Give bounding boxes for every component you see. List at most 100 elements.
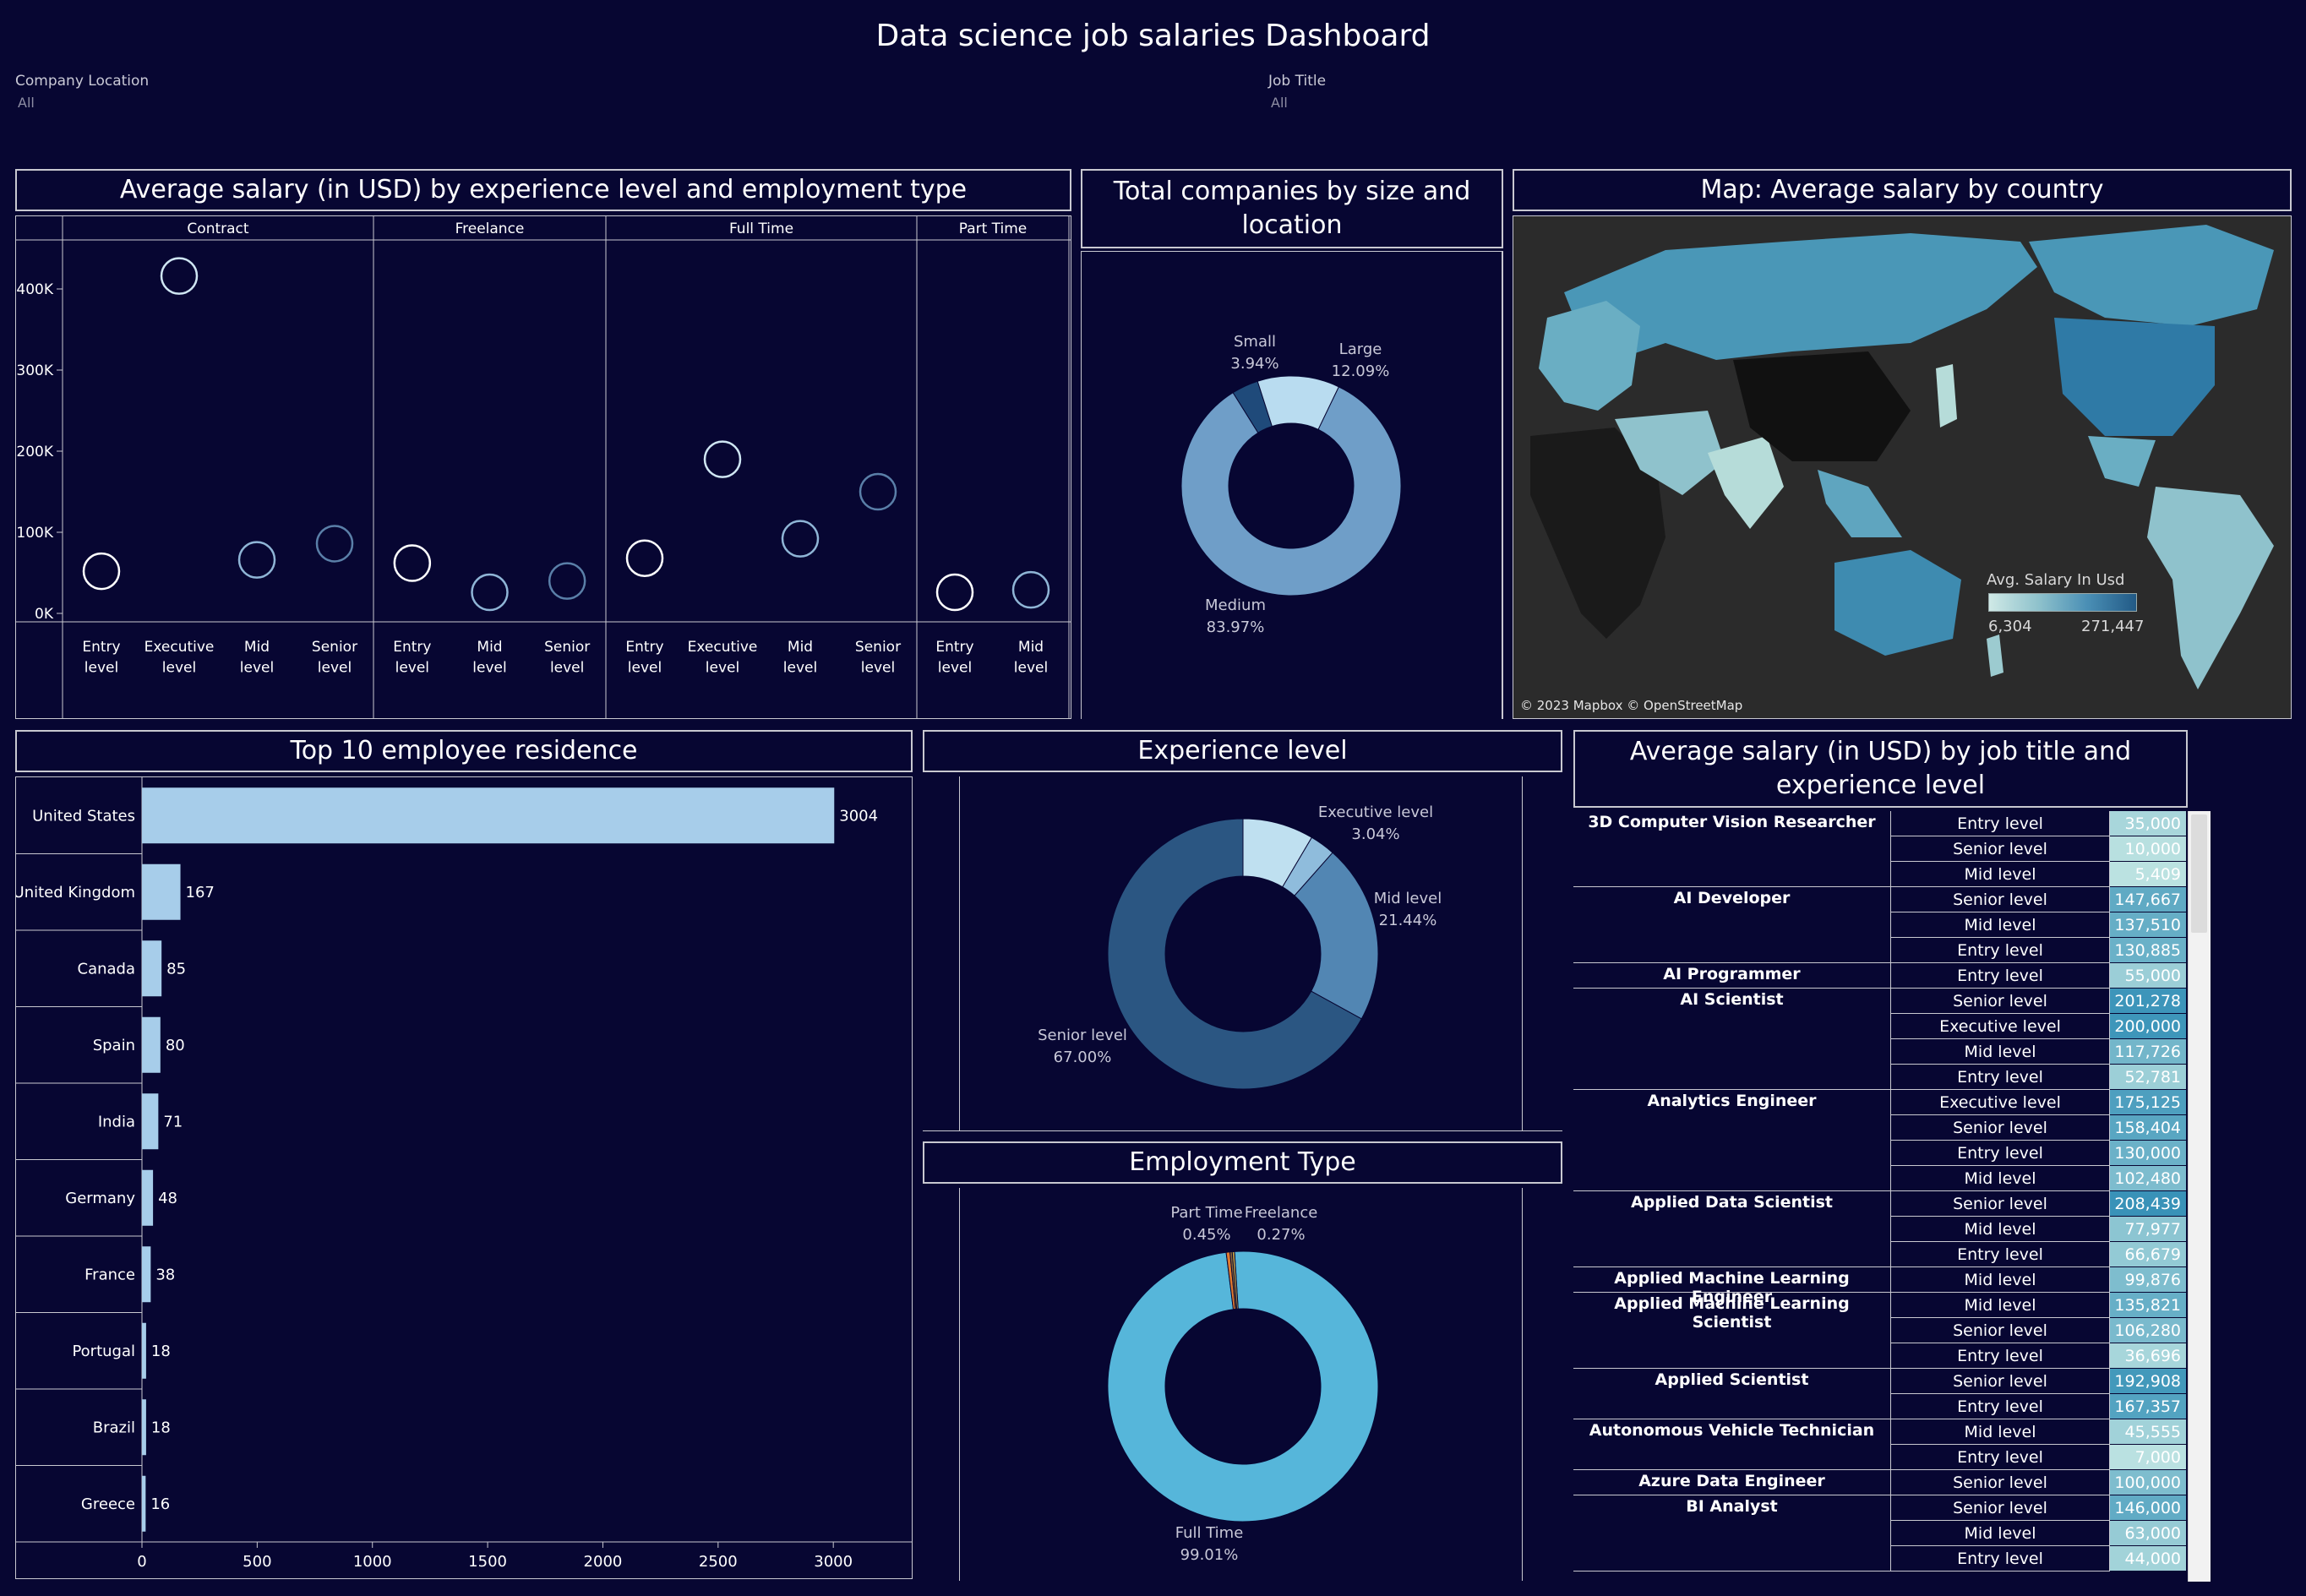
salary-point: [781, 520, 820, 558]
residence-panel-title: Top 10 employee residence: [15, 730, 913, 772]
job-title-cell: Applied Data Scientist: [1573, 1191, 1891, 1267]
salary-value-cell: 192,908: [2110, 1369, 2186, 1394]
x-tick-label: Mid level: [472, 639, 506, 677]
slice-value: 12.09%: [1332, 362, 1390, 380]
bar-value-label: 3004: [839, 807, 878, 825]
salary-value-cell: 35,000: [2110, 811, 2186, 836]
scatter-panel-title: Average salary (in USD) by experience le…: [15, 169, 1071, 211]
x-tick-label: Mid level: [240, 639, 274, 677]
size-donut-chart: Small 3.94% Large 12.09% Medium 83.97%: [1180, 333, 1402, 636]
bar-value-label: 85: [166, 960, 186, 978]
x-tick-label: Executive level: [688, 639, 758, 677]
filter-value[interactable]: All: [18, 95, 35, 111]
salary-value-cell: 36,696: [2110, 1343, 2186, 1369]
experience-level-cell: Senior level: [1891, 1470, 2110, 1495]
job-title-filter[interactable]: Job Title All: [1268, 73, 1326, 111]
divider: [923, 1130, 1562, 1131]
experience-level-cell: Mid level: [1891, 1217, 2110, 1242]
category-label: Portugal: [72, 1343, 135, 1360]
x-tick-label: Mid level: [783, 639, 817, 677]
experience-level-cell: Entry level: [1891, 1546, 2110, 1571]
x-tick-label: 500: [243, 1553, 271, 1571]
slice-value: 0.45%: [1182, 1226, 1230, 1244]
residence-bar: [142, 1322, 146, 1379]
slice-value: 3.94%: [1230, 355, 1278, 373]
x-tick-label: Entry level: [935, 639, 973, 677]
company-location-filter[interactable]: Company Location All: [15, 73, 149, 111]
slice-label: Freelance: [1245, 1204, 1318, 1222]
bar-value-label: 167: [186, 884, 215, 901]
experience-level-cell: Executive level: [1891, 1014, 2110, 1039]
japan-region: [1936, 364, 1957, 428]
experience-level-cell: Senior level: [1891, 1191, 2110, 1217]
scrollbar-thumb[interactable]: [2191, 814, 2207, 933]
salary-value-cell: 10,000: [2110, 836, 2186, 862]
job-title-cell: Azure Data Engineer: [1573, 1470, 1891, 1495]
salary-value-cell: 137,510: [2110, 912, 2186, 938]
jobtitle-table[interactable]: 3D Computer Vision Researcher Entry level…: [1573, 811, 2211, 1582]
size-donut-frame: Small 3.94% Large 12.09% Medium 83.97%: [1081, 251, 1503, 719]
x-tick-label: 1000: [353, 1553, 392, 1571]
experience-level-cell: Entry level: [1891, 1343, 2110, 1369]
salary-value-cell: 100,000: [2110, 1470, 2186, 1495]
experience-level-cell: Entry level: [1891, 1394, 2110, 1419]
map-attribution[interactable]: © 2023 Mapbox © OpenStreetMap: [1520, 698, 1743, 713]
salary-value-cell: 7,000: [2110, 1445, 2186, 1470]
group-header: Part Time: [959, 221, 1028, 237]
slice-label: Medium: [1205, 596, 1266, 614]
experience-level-cell: Senior level: [1891, 887, 2110, 912]
salary-value-cell: 102,480: [2110, 1166, 2186, 1191]
map-legend-title: Avg. Salary In Usd: [1987, 571, 2125, 589]
filter-value[interactable]: All: [1271, 95, 1288, 111]
experience-donut-frame: Executive level 3.04% Mid level 21.44% Senio…: [959, 776, 1523, 1131]
experience-level-cell: Mid level: [1891, 1267, 2110, 1293]
residence-bar: [142, 1169, 154, 1226]
filter-label: Company Location: [15, 73, 150, 90]
usa-region: [2054, 318, 2215, 436]
experience-level-cell: Senior level: [1891, 1318, 2110, 1343]
salary-value-cell: 135,821: [2110, 1293, 2186, 1318]
europe-region: [1539, 301, 1640, 411]
filter-label: Job Title: [1268, 73, 1327, 90]
residence-bar: [142, 1016, 161, 1073]
salary-value-cell: 130,000: [2110, 1141, 2186, 1166]
category-label: United States: [32, 807, 135, 825]
middle-east-region: [1615, 411, 1725, 495]
experience-level-cell: Mid level: [1891, 862, 2110, 887]
category-label: Spain: [93, 1037, 135, 1054]
map-shapes: [1513, 216, 2291, 718]
salary-value-cell: 130,885: [2110, 938, 2186, 963]
salary-value-cell: 77,977: [2110, 1217, 2186, 1242]
group-header: Full Time: [729, 221, 793, 237]
salary-value-cell: 106,280: [2110, 1318, 2186, 1343]
x-tick-label: 2500: [699, 1553, 738, 1571]
x-tick-label: Mid level: [1014, 639, 1048, 677]
salary-point: [935, 573, 974, 612]
scatter-chart-frame: 400K 300K 200K 100K 0K Contract Entry level Exec…: [15, 215, 1071, 719]
experience-level-cell: Entry level: [1891, 1445, 2110, 1470]
slice-value: 3.04%: [1351, 825, 1399, 843]
donut-slice-contract: [1231, 1250, 1239, 1310]
salary-value-cell: 146,000: [2110, 1495, 2186, 1521]
experience-level-cell: Mid level: [1891, 1039, 2110, 1065]
job-title-cell: AI Scientist: [1573, 989, 1891, 1090]
residence-bar-chart: United States 3004 United Kingdom 167 Canada…: [14, 777, 912, 1571]
world-map[interactable]: Avg. Salary In Usd 6,304 271,447 © 2023 …: [1513, 215, 2292, 719]
employment-donut-chart: Full Time 99.01% Part Time 0.45% Freelance 0.…: [1107, 1204, 1379, 1564]
y-tick-label: 400K: [16, 281, 53, 298]
job-title-cell: 3D Computer Vision Researcher: [1573, 811, 1891, 887]
x-tick-label: Entry level: [625, 639, 663, 677]
experience-level-cell: Entry level: [1891, 811, 2110, 836]
salary-value-cell: 147,667: [2110, 887, 2186, 912]
experience-level-cell: Entry level: [1891, 1141, 2110, 1166]
x-tick-label: Senior level: [855, 639, 901, 677]
slice-label: Large: [1339, 340, 1382, 358]
bar-value-label: 16: [150, 1495, 170, 1513]
x-tick-label: Senior level: [544, 639, 590, 677]
table-scrollbar[interactable]: [2188, 811, 2211, 1582]
y-tick-label: 200K: [16, 444, 53, 460]
salary-point: [237, 541, 276, 579]
category-label: Greece: [81, 1495, 135, 1513]
bar-value-label: 71: [163, 1113, 183, 1130]
x-tick-label: Entry level: [393, 639, 431, 677]
